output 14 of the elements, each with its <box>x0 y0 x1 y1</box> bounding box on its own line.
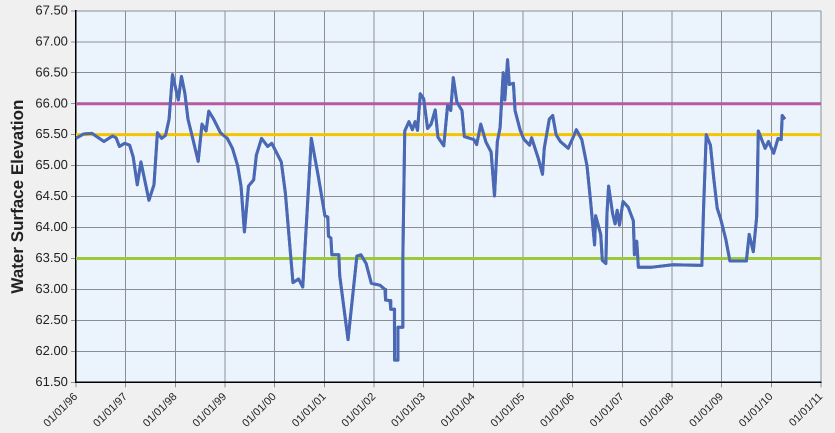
y-tick-label: 63.00 <box>35 281 68 296</box>
y-tick-label: 66.00 <box>35 95 68 110</box>
y-tick-label: 62.00 <box>35 343 68 358</box>
y-tick-label: 64.00 <box>35 219 68 234</box>
y-tick-label: 65.50 <box>35 126 68 142</box>
y-tick-label: 62.50 <box>35 312 68 328</box>
y-tick-label: 67.00 <box>35 33 68 48</box>
y-tick-label: 67.50 <box>35 2 68 18</box>
y-tick-label: 65.00 <box>35 157 68 172</box>
y-tick-label: 63.50 <box>35 250 68 266</box>
y-axis-title: Water Surface Elevation <box>8 100 27 294</box>
y-tick-label: 66.50 <box>35 64 68 80</box>
y-tick-label: 61.50 <box>35 374 68 389</box>
y-tick-label: 64.50 <box>35 188 68 204</box>
